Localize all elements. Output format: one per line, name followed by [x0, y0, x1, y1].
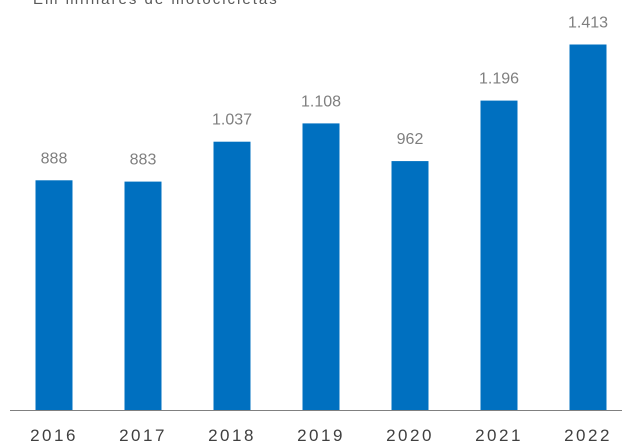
category-labels-group: 2016 2017 2018 2019 2020 2021 2022	[30, 426, 612, 443]
value-label-2017: 883	[130, 152, 157, 169]
category-label-2019: 2019	[297, 426, 345, 443]
value-labels-group: 888 883 1.037 1.108 962 1.196 1.413	[41, 15, 608, 169]
value-label-2016: 888	[41, 150, 68, 167]
category-label-2016: 2016	[30, 426, 78, 443]
bars-group	[35, 44, 607, 411]
chart-subtitle: Em milhares de motocicletas	[33, 0, 279, 8]
bar-2019	[302, 123, 340, 411]
category-label-2018: 2018	[208, 426, 256, 443]
bar-2018	[213, 141, 251, 410]
value-label-2022: 1.413	[568, 15, 608, 32]
category-label-2021: 2021	[475, 426, 523, 443]
value-label-2021: 1.196	[479, 71, 519, 88]
bar-2020	[391, 161, 429, 410]
value-label-2020: 962	[397, 131, 424, 148]
bar-2017	[124, 181, 162, 410]
value-label-2019: 1.108	[301, 93, 341, 110]
category-label-2017: 2017	[119, 426, 167, 443]
bar-2021	[480, 100, 518, 410]
category-label-2020: 2020	[386, 426, 434, 443]
value-label-2018: 1.037	[212, 112, 252, 129]
bar-2016	[35, 180, 73, 410]
category-label-2022: 2022	[564, 426, 612, 443]
bar-2022	[569, 44, 607, 410]
